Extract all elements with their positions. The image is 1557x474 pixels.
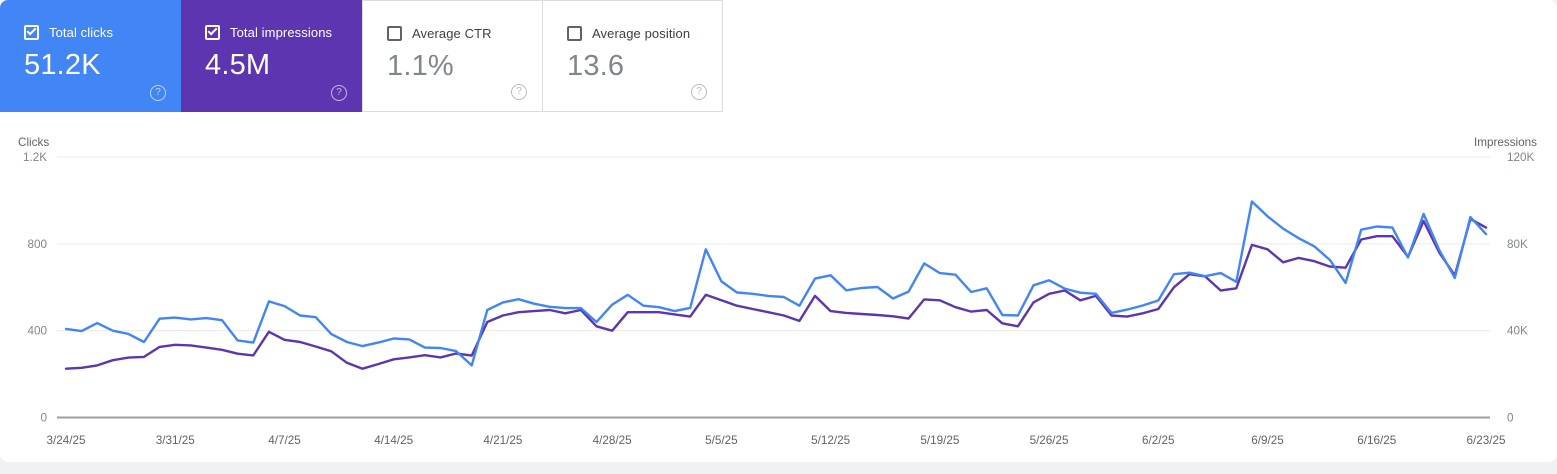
x-axis-date-label: 5/12/25 [811,434,850,447]
x-axis-date-label: 6/23/25 [1467,434,1506,447]
checkbox-unchecked-icon[interactable] [567,26,582,41]
metric-value: 4.5M [205,49,271,81]
card-average-position[interactable]: Average position 13.6 ? [542,0,723,112]
metric-value: 1.1% [387,50,454,82]
right-axis-tick: 80K [1507,238,1528,251]
x-axis-date-label: 6/16/25 [1357,434,1396,447]
x-axis-date-label: 4/7/25 [268,434,301,447]
card-head: Total clicks [24,25,181,40]
card-head: Average CTR [387,26,542,41]
metric-cards: Total clicks 51.2K ? Total impressions 4… [0,0,723,112]
question-mark-circle-icon[interactable]: ? [691,84,707,100]
x-axis-date-label: 5/5/25 [705,434,738,447]
right-axis-title: Impressions [1474,136,1537,149]
performance-chart: Clicks Impressions1.2K8004000120K80K40K03… [18,136,1537,447]
left-axis-title: Clicks [18,136,49,149]
card-head: Average position [567,26,722,41]
x-axis-date-label: 6/9/25 [1251,434,1284,447]
x-axis-date-label: 4/21/25 [483,434,522,447]
card-average-ctr[interactable]: Average CTR 1.1% ? [362,0,543,112]
right-axis-tick: 0 [1507,412,1514,425]
left-axis-tick: 800 [27,238,47,251]
clicks-line [64,200,1488,367]
x-axis-date-label: 5/19/25 [920,434,959,447]
checkbox-unchecked-icon[interactable] [387,26,402,41]
performance-panel: Clicks Impressions 1.2K 800 400 0 120K 80K 40K 0 3… [0,0,1557,462]
card-label: Total impressions [230,25,333,40]
left-axis-tick: 0 [40,412,47,425]
checkbox-checked-icon[interactable] [24,25,39,40]
card-label: Average CTR [412,26,492,41]
card-label: Total clicks [49,25,114,40]
impressions-line [64,217,1488,370]
checkbox-checked-icon[interactable] [205,25,220,40]
left-axis-tick: 1.2K [23,151,47,164]
card-label: Average position [592,26,691,41]
metric-value: 51.2K [24,49,101,81]
right-axis-tick: 40K [1507,325,1528,338]
x-axis-date-label: 4/28/25 [593,434,632,447]
card-total-clicks[interactable]: Total clicks 51.2K ? [0,0,181,112]
x-axis-date-label: 3/24/25 [47,434,86,447]
x-axis-date-label: 3/31/25 [156,434,195,447]
x-axis-date-label: 6/2/25 [1142,434,1175,447]
metric-value: 13.6 [567,50,625,82]
card-head: Total impressions [205,25,362,40]
x-axis-date-label: 4/14/25 [374,434,413,447]
x-axis-date-label: 5/26/25 [1030,434,1069,447]
right-axis-tick: 120K [1507,151,1535,164]
left-axis-tick: 400 [27,325,47,338]
question-mark-circle-icon[interactable]: ? [150,85,166,101]
question-mark-circle-icon[interactable]: ? [331,85,347,101]
card-total-impressions[interactable]: Total impressions 4.5M ? [181,0,362,112]
question-mark-circle-icon[interactable]: ? [511,84,527,100]
